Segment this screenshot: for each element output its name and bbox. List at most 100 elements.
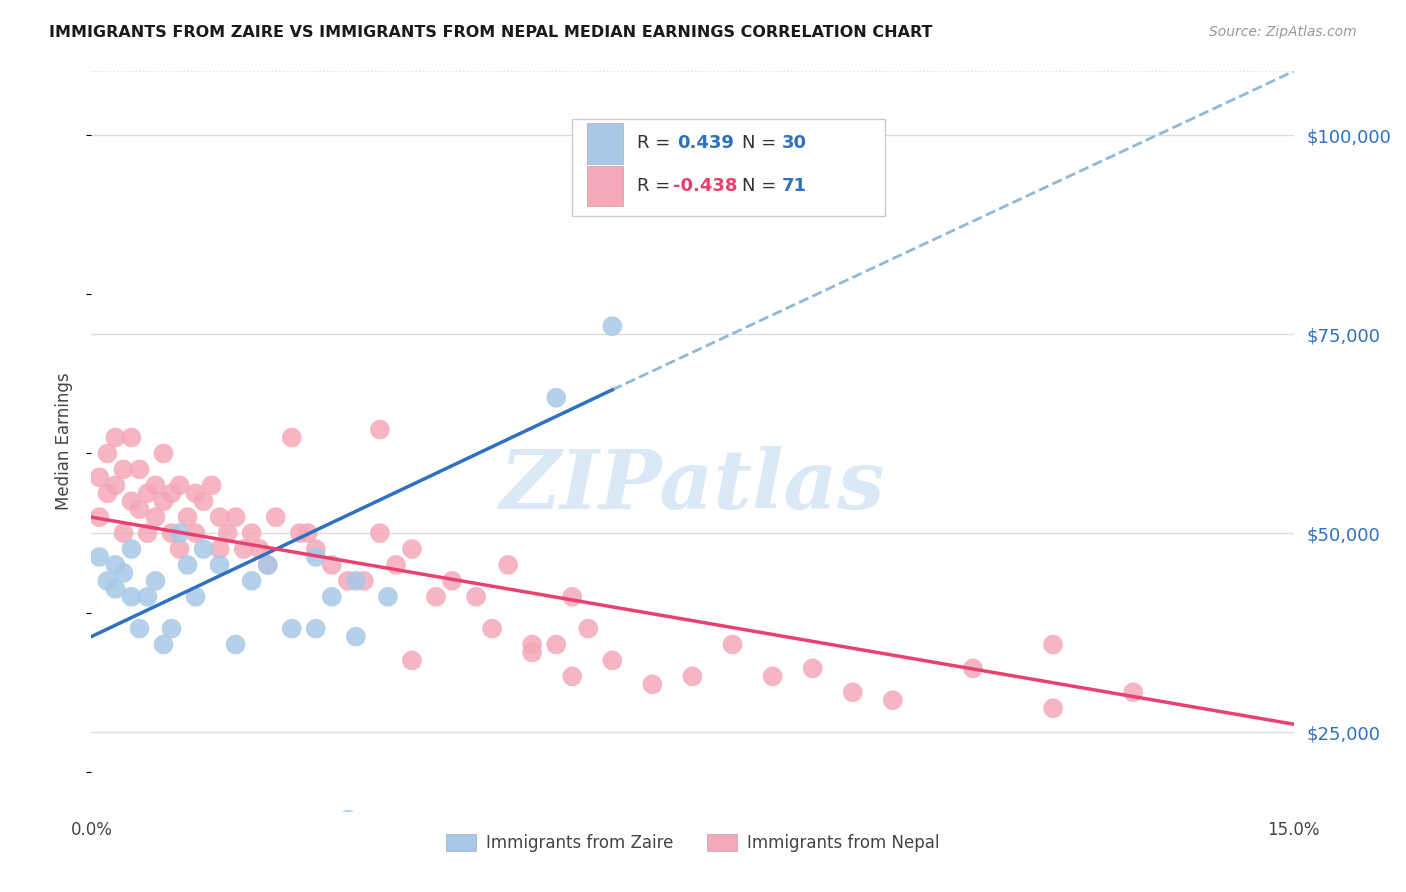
Point	[121, 590, 143, 604]
Point	[184, 526, 207, 541]
Point	[104, 558, 127, 572]
Point	[104, 478, 127, 492]
Point	[344, 630, 367, 644]
Point	[201, 478, 224, 492]
Text: Source: ZipAtlas.com: Source: ZipAtlas.com	[1209, 25, 1357, 39]
Point	[368, 526, 391, 541]
Y-axis label: Median Earnings: Median Earnings	[55, 373, 73, 510]
Point	[89, 470, 111, 484]
Point	[801, 661, 824, 675]
Legend: Immigrants from Zaire, Immigrants from Nepal: Immigrants from Zaire, Immigrants from N…	[439, 828, 946, 859]
Text: 30: 30	[782, 134, 807, 153]
Point	[112, 566, 135, 580]
Point	[377, 590, 399, 604]
Point	[176, 558, 198, 572]
Point	[225, 510, 247, 524]
Point	[169, 526, 191, 541]
Point	[561, 669, 583, 683]
Point	[160, 486, 183, 500]
Point	[561, 590, 583, 604]
Point	[336, 574, 359, 588]
Point	[249, 541, 271, 556]
Point	[321, 590, 343, 604]
Point	[281, 622, 304, 636]
Point	[256, 558, 278, 572]
Text: -0.438: -0.438	[673, 178, 738, 195]
Point	[128, 502, 150, 516]
Point	[401, 541, 423, 556]
Point	[368, 423, 391, 437]
Point	[160, 526, 183, 541]
Point	[112, 462, 135, 476]
Point	[121, 431, 143, 445]
Point	[152, 494, 174, 508]
Point	[841, 685, 863, 699]
Point	[152, 446, 174, 460]
Point	[112, 526, 135, 541]
Point	[576, 622, 599, 636]
Point	[225, 638, 247, 652]
Point	[136, 526, 159, 541]
Point	[721, 638, 744, 652]
Text: IMMIGRANTS FROM ZAIRE VS IMMIGRANTS FROM NEPAL MEDIAN EARNINGS CORRELATION CHART: IMMIGRANTS FROM ZAIRE VS IMMIGRANTS FROM…	[49, 25, 932, 40]
Point	[281, 431, 304, 445]
Point	[89, 549, 111, 564]
Point	[440, 574, 463, 588]
Point	[96, 486, 118, 500]
FancyBboxPatch shape	[586, 123, 623, 163]
Point	[641, 677, 664, 691]
Point	[193, 541, 215, 556]
Point	[89, 510, 111, 524]
Point	[169, 478, 191, 492]
Point	[96, 446, 118, 460]
Point	[1042, 638, 1064, 652]
Text: N =: N =	[742, 134, 782, 153]
Point	[385, 558, 408, 572]
Point	[184, 590, 207, 604]
Point	[522, 646, 544, 660]
Point	[264, 510, 287, 524]
Point	[217, 526, 239, 541]
Point	[297, 526, 319, 541]
Text: R =: R =	[637, 134, 676, 153]
Point	[145, 510, 167, 524]
Point	[232, 541, 254, 556]
Point	[305, 622, 328, 636]
Point	[401, 653, 423, 667]
Point	[208, 541, 231, 556]
Point	[481, 622, 503, 636]
Point	[288, 526, 311, 541]
Text: R =: R =	[637, 178, 676, 195]
Text: 71: 71	[782, 178, 807, 195]
Point	[762, 669, 785, 683]
FancyBboxPatch shape	[586, 166, 623, 206]
Point	[176, 510, 198, 524]
Point	[208, 558, 231, 572]
Point	[96, 574, 118, 588]
Point	[145, 478, 167, 492]
Point	[104, 582, 127, 596]
Point	[121, 494, 143, 508]
Point	[128, 462, 150, 476]
Point	[136, 590, 159, 604]
Point	[128, 622, 150, 636]
Point	[305, 549, 328, 564]
Point	[1042, 701, 1064, 715]
Point	[681, 669, 703, 683]
FancyBboxPatch shape	[572, 120, 884, 216]
Point	[465, 590, 488, 604]
Point	[145, 574, 167, 588]
Point	[160, 622, 183, 636]
Point	[602, 653, 624, 667]
Point	[546, 638, 568, 652]
Point	[193, 494, 215, 508]
Point	[208, 510, 231, 524]
Point	[962, 661, 984, 675]
Point	[305, 541, 328, 556]
Point	[353, 574, 375, 588]
Point	[121, 541, 143, 556]
Point	[546, 391, 568, 405]
Text: 0.439: 0.439	[676, 134, 734, 153]
Text: N =: N =	[742, 178, 782, 195]
Point	[152, 638, 174, 652]
